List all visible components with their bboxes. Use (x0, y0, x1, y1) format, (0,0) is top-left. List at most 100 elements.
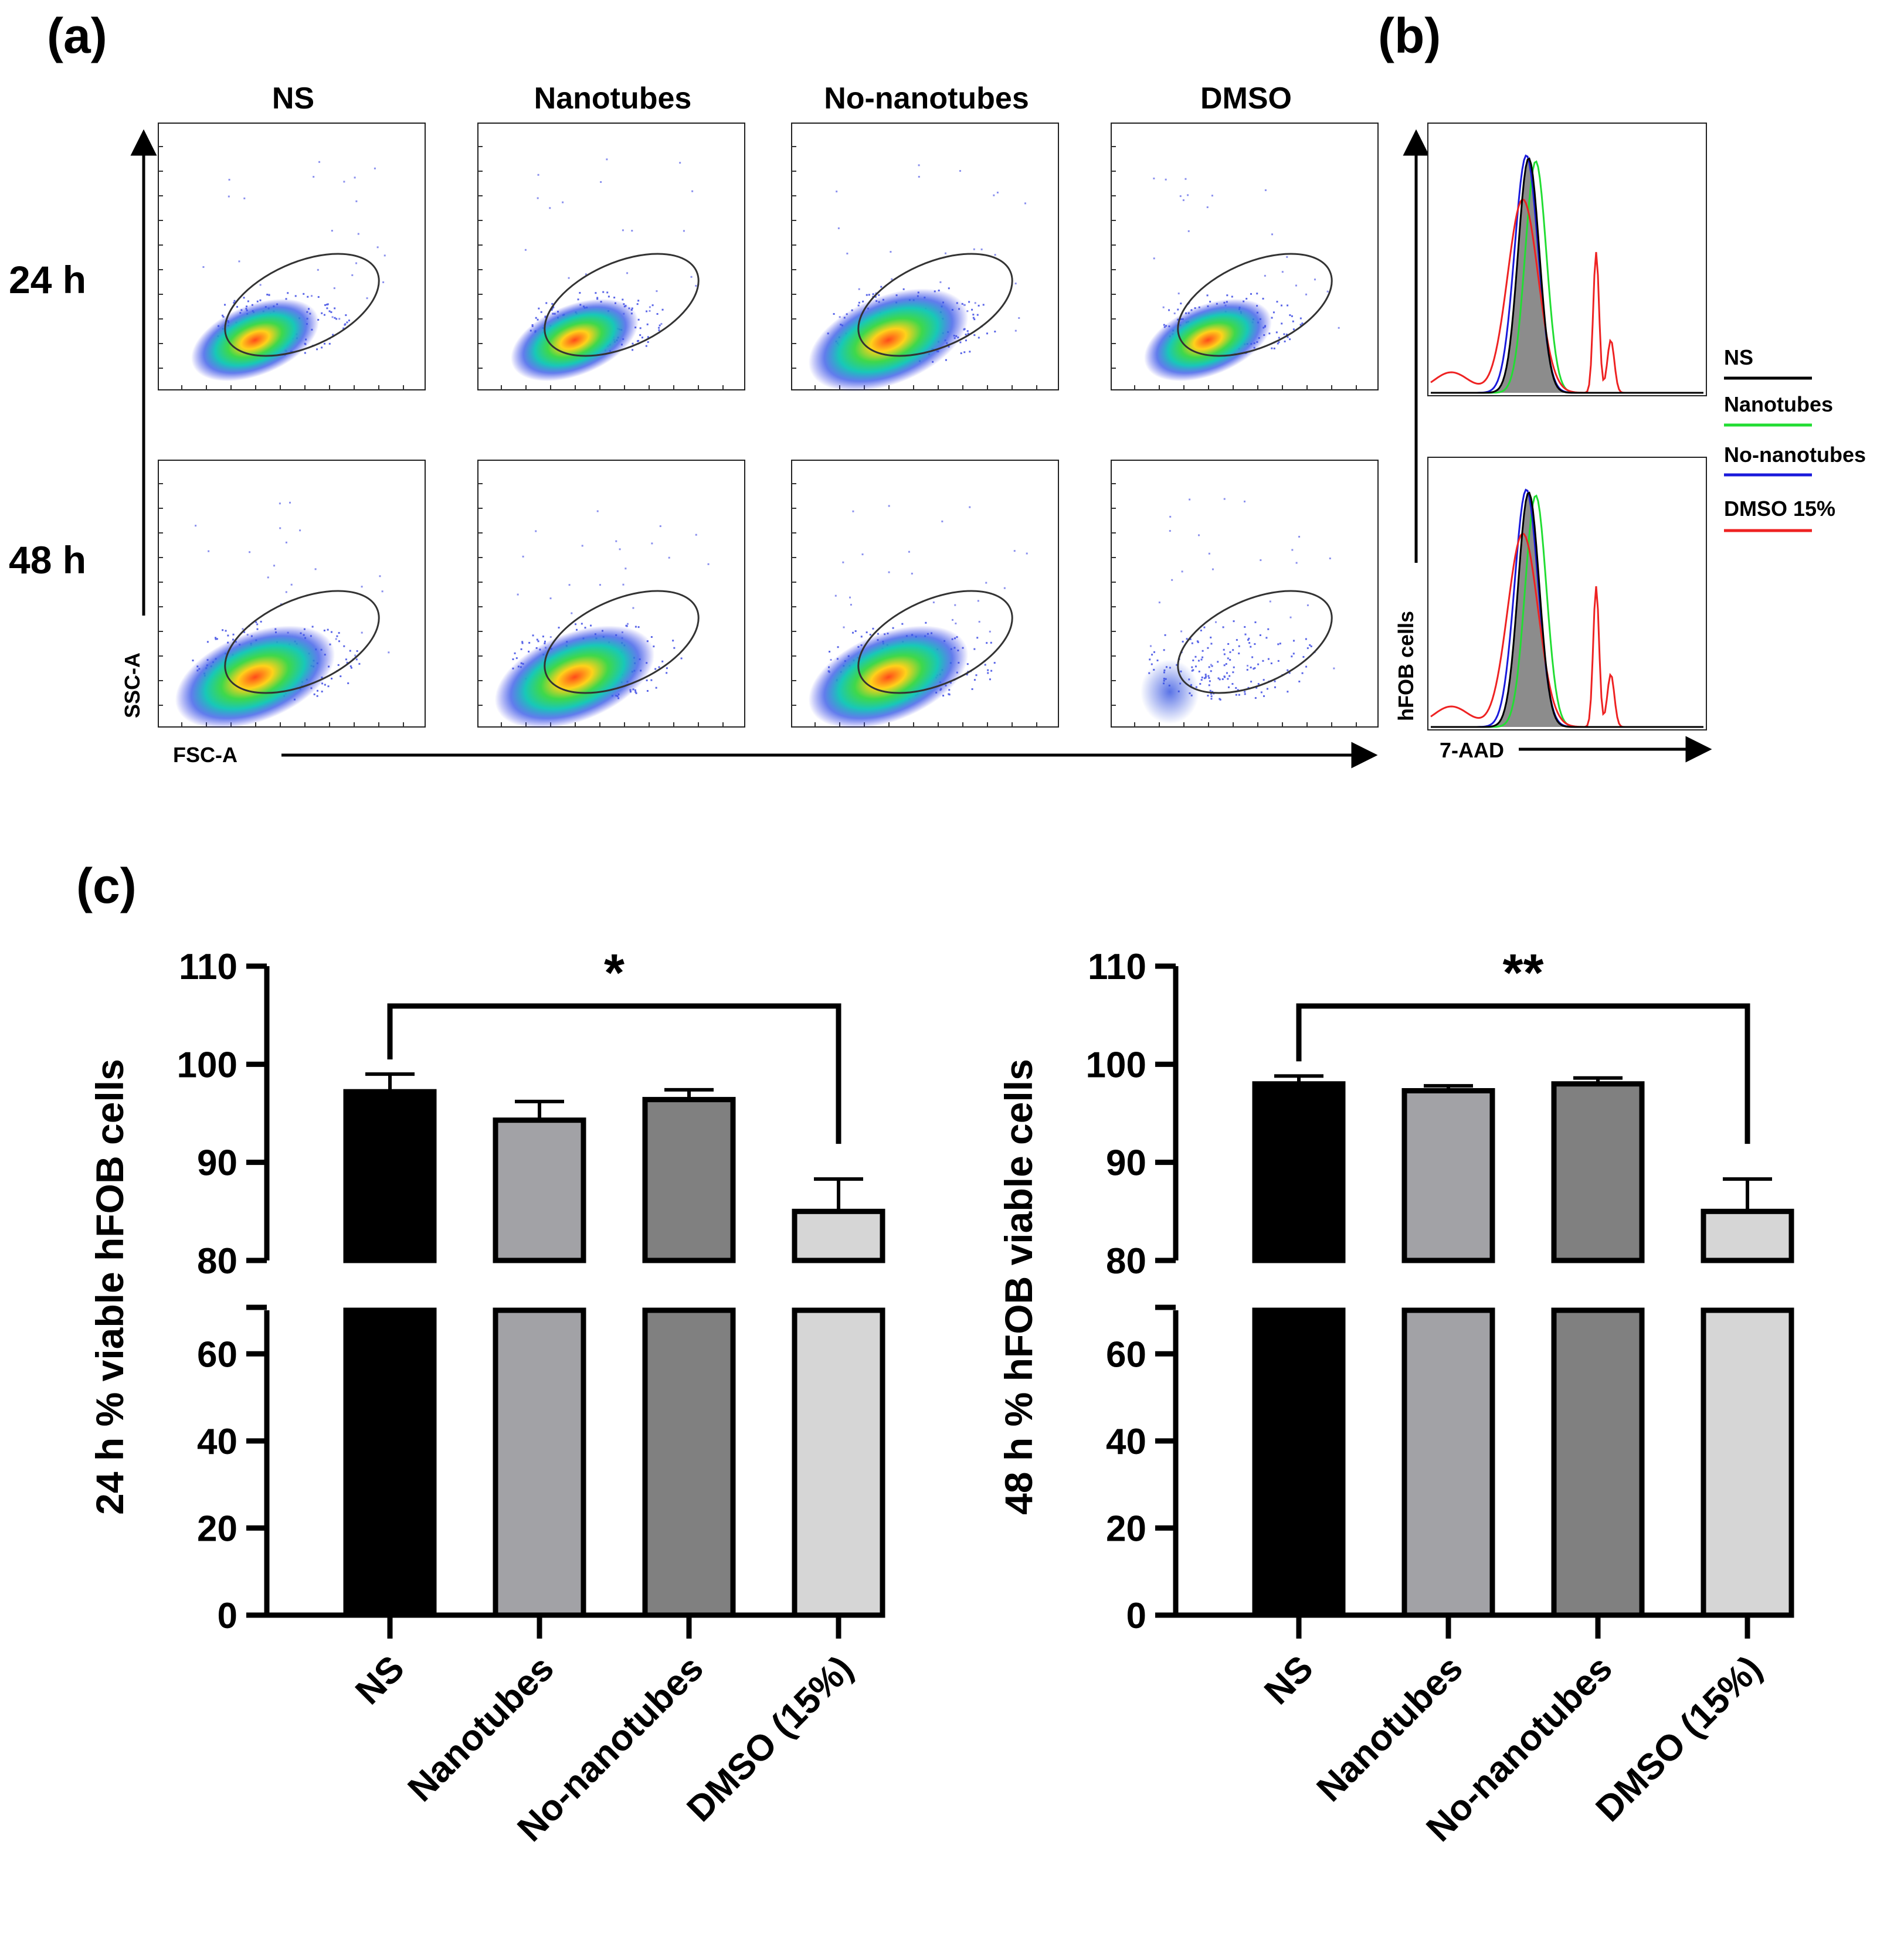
y-axis-label: 24 h % viable hFOB cells (88, 1059, 131, 1515)
scatter-dot (577, 298, 579, 301)
scatter-dot (637, 626, 640, 628)
scatter-dot (538, 307, 540, 310)
scatter-dot (1253, 668, 1255, 670)
y-tick-label: 60 (197, 1334, 237, 1375)
scatter-dot (984, 664, 986, 666)
bar-lower (792, 1307, 885, 1618)
scatter-dot (1262, 660, 1264, 662)
scatter-dot (1254, 643, 1256, 645)
scatter-dot (571, 612, 573, 614)
density-cloud (191, 298, 319, 382)
scatter-dot (1248, 637, 1250, 640)
scatter-dot (536, 638, 538, 641)
scatter-dot (631, 230, 633, 232)
scatter-dot (615, 540, 617, 542)
scatter-dot (537, 640, 539, 643)
column-title-nanotubes: Nanotubes (534, 81, 692, 115)
scatter-dot (1208, 552, 1210, 555)
scatter-dot (330, 631, 332, 633)
scatter-dot (994, 254, 996, 256)
scatter-dot (683, 230, 685, 232)
scatter-dot (328, 310, 331, 312)
scatter-dot (1192, 669, 1194, 671)
gate-ellipse (857, 253, 1013, 357)
scatter-dot (243, 297, 245, 299)
scatter-dot (960, 352, 962, 355)
bar-chart-24h: 0 20 40 60 80 90 100 110 24 h % viable hFOB cell… (88, 944, 885, 1850)
scatter-dot (989, 630, 991, 633)
scatter-dot (945, 359, 947, 361)
scatter-dot (1237, 689, 1239, 691)
scatter-dot (327, 303, 329, 305)
scatter-dot (1295, 562, 1298, 564)
scatter-dot (948, 693, 950, 695)
scatter-dot (537, 174, 539, 176)
scatter-dot (383, 254, 386, 257)
scatter-dot (1299, 317, 1302, 320)
scatter-dot (331, 677, 333, 679)
scatter-dot (1196, 640, 1199, 643)
scatter-dot (524, 249, 527, 251)
scatter-dot (1305, 638, 1307, 640)
scatter-dot (982, 304, 985, 306)
scatter-dot (1013, 550, 1016, 552)
bar-upper (1701, 1208, 1794, 1263)
scatter-dot (208, 550, 210, 552)
scatter-dot (647, 336, 649, 338)
row-label-48h: 48 h (9, 538, 86, 582)
panel-label-c: (c) (76, 858, 137, 913)
density-cloud (808, 626, 969, 729)
bar-upper (493, 1117, 586, 1263)
scatter-dot (517, 593, 519, 596)
scatter-dot (1224, 676, 1226, 678)
histogram-panel: hFOB cells 7-AAD NS Nanotubes No-nanotub… (1394, 123, 1866, 763)
scatter-dot (1197, 660, 1200, 662)
scatter-dot (858, 288, 860, 290)
scatter-dot (1291, 655, 1293, 658)
scatter-dot (1227, 657, 1229, 660)
scatter-dot (637, 339, 640, 342)
scatter-dot (891, 278, 893, 280)
scatter-dot (973, 318, 976, 321)
scatter-dot (1149, 658, 1151, 661)
scatter-dot (1302, 655, 1305, 658)
scatter-dot (872, 627, 874, 630)
scatter-dot (861, 553, 864, 556)
ssc-axis-label: SSC-A (120, 653, 144, 718)
scatter-dot (829, 651, 831, 653)
scatter-dot (215, 637, 217, 639)
scatter-dot (1268, 332, 1271, 335)
seven-aad-axis-label: 7-AAD (1440, 738, 1504, 762)
scatter-dot (1305, 665, 1308, 668)
scatter-dot (304, 352, 306, 354)
scatter-dot (1250, 681, 1253, 683)
scatter-dot (830, 659, 832, 661)
scatter-dot (1219, 678, 1221, 681)
scatter-dot (337, 664, 340, 666)
scatter-dot (355, 658, 358, 661)
scatter-dot (256, 623, 259, 626)
scatter-dot (973, 248, 975, 250)
scatter-dot (1223, 664, 1226, 667)
scatter-dot (313, 693, 315, 695)
scatter-dot (973, 334, 976, 337)
y-tick-label: 60 (1106, 1334, 1146, 1375)
dot-plot (158, 460, 426, 729)
bar-chart-48h: 0 20 40 60 80 90 100 110 48 h % hFOB viable cell… (997, 944, 1794, 1850)
scatter-dot (942, 695, 945, 697)
density-cloud (511, 298, 639, 382)
scatter-dot (1204, 677, 1207, 679)
scatter-dot (323, 314, 325, 316)
scatter-dot (1153, 651, 1155, 653)
scatter-dot (1229, 659, 1231, 661)
scatter-dot (1291, 315, 1293, 317)
scatter-dot (1267, 658, 1270, 660)
scatter-dot (1238, 645, 1240, 647)
scatter-dot (651, 304, 654, 307)
scatter-dot (607, 295, 610, 298)
density-cloud (808, 288, 969, 392)
scatter-dot (316, 689, 318, 692)
row-label-24h: 24 h (9, 258, 86, 301)
scatter-dot (1277, 643, 1279, 645)
scatter-dot (908, 550, 910, 553)
